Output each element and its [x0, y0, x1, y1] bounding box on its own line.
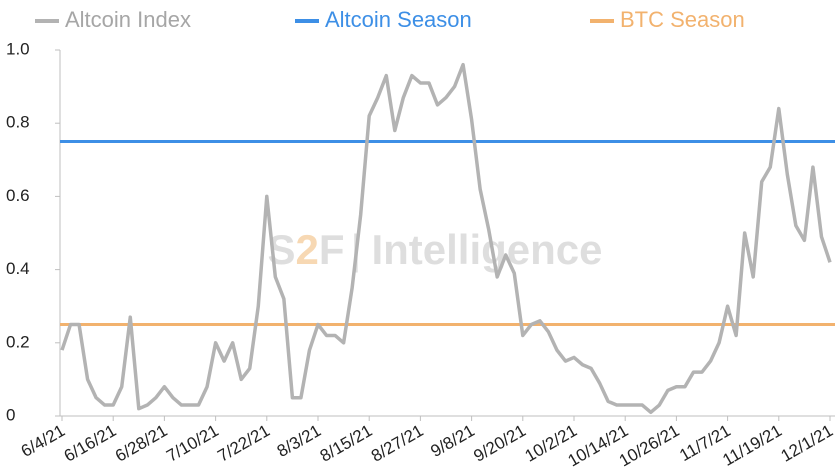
watermark: S2F | Intelligence	[267, 226, 602, 273]
x-tick-label: 12/1/21	[778, 421, 835, 466]
y-tick-label: 0.6	[6, 186, 30, 205]
x-tick-label: 6/4/21	[18, 421, 68, 461]
x-tick-label: 6/16/21	[61, 421, 120, 466]
y-tick-label: 0	[6, 405, 15, 424]
watermark-brand-char: 2	[296, 226, 319, 273]
y-tick-label: 0.4	[6, 259, 30, 278]
x-tick-label: 7/22/21	[214, 421, 273, 466]
legend-label: BTC Season	[620, 7, 745, 32]
x-tick-label: 9/20/21	[470, 421, 529, 466]
x-tick-label: 8/27/21	[368, 421, 427, 466]
y-tick-label: 0.8	[6, 113, 30, 132]
legend-label: Altcoin Index	[65, 7, 191, 32]
x-tick-label: 7/10/21	[163, 421, 222, 466]
watermark-brand-char: F	[319, 226, 345, 273]
y-tick-label: 0.2	[6, 332, 30, 351]
x-tick-label: 9/8/21	[427, 421, 477, 461]
watermark-name: Intelligence	[371, 226, 602, 273]
y-tick-label: 1.0	[6, 39, 30, 58]
series-line	[60, 62, 832, 415]
x-tick-label: 6/28/21	[112, 421, 171, 466]
x-tick-label: 8/3/21	[274, 421, 324, 461]
legend-label: Altcoin Season	[325, 7, 472, 32]
x-tick-label: 11/19/21	[719, 421, 785, 470]
x-tick-label: 8/15/21	[317, 421, 376, 466]
